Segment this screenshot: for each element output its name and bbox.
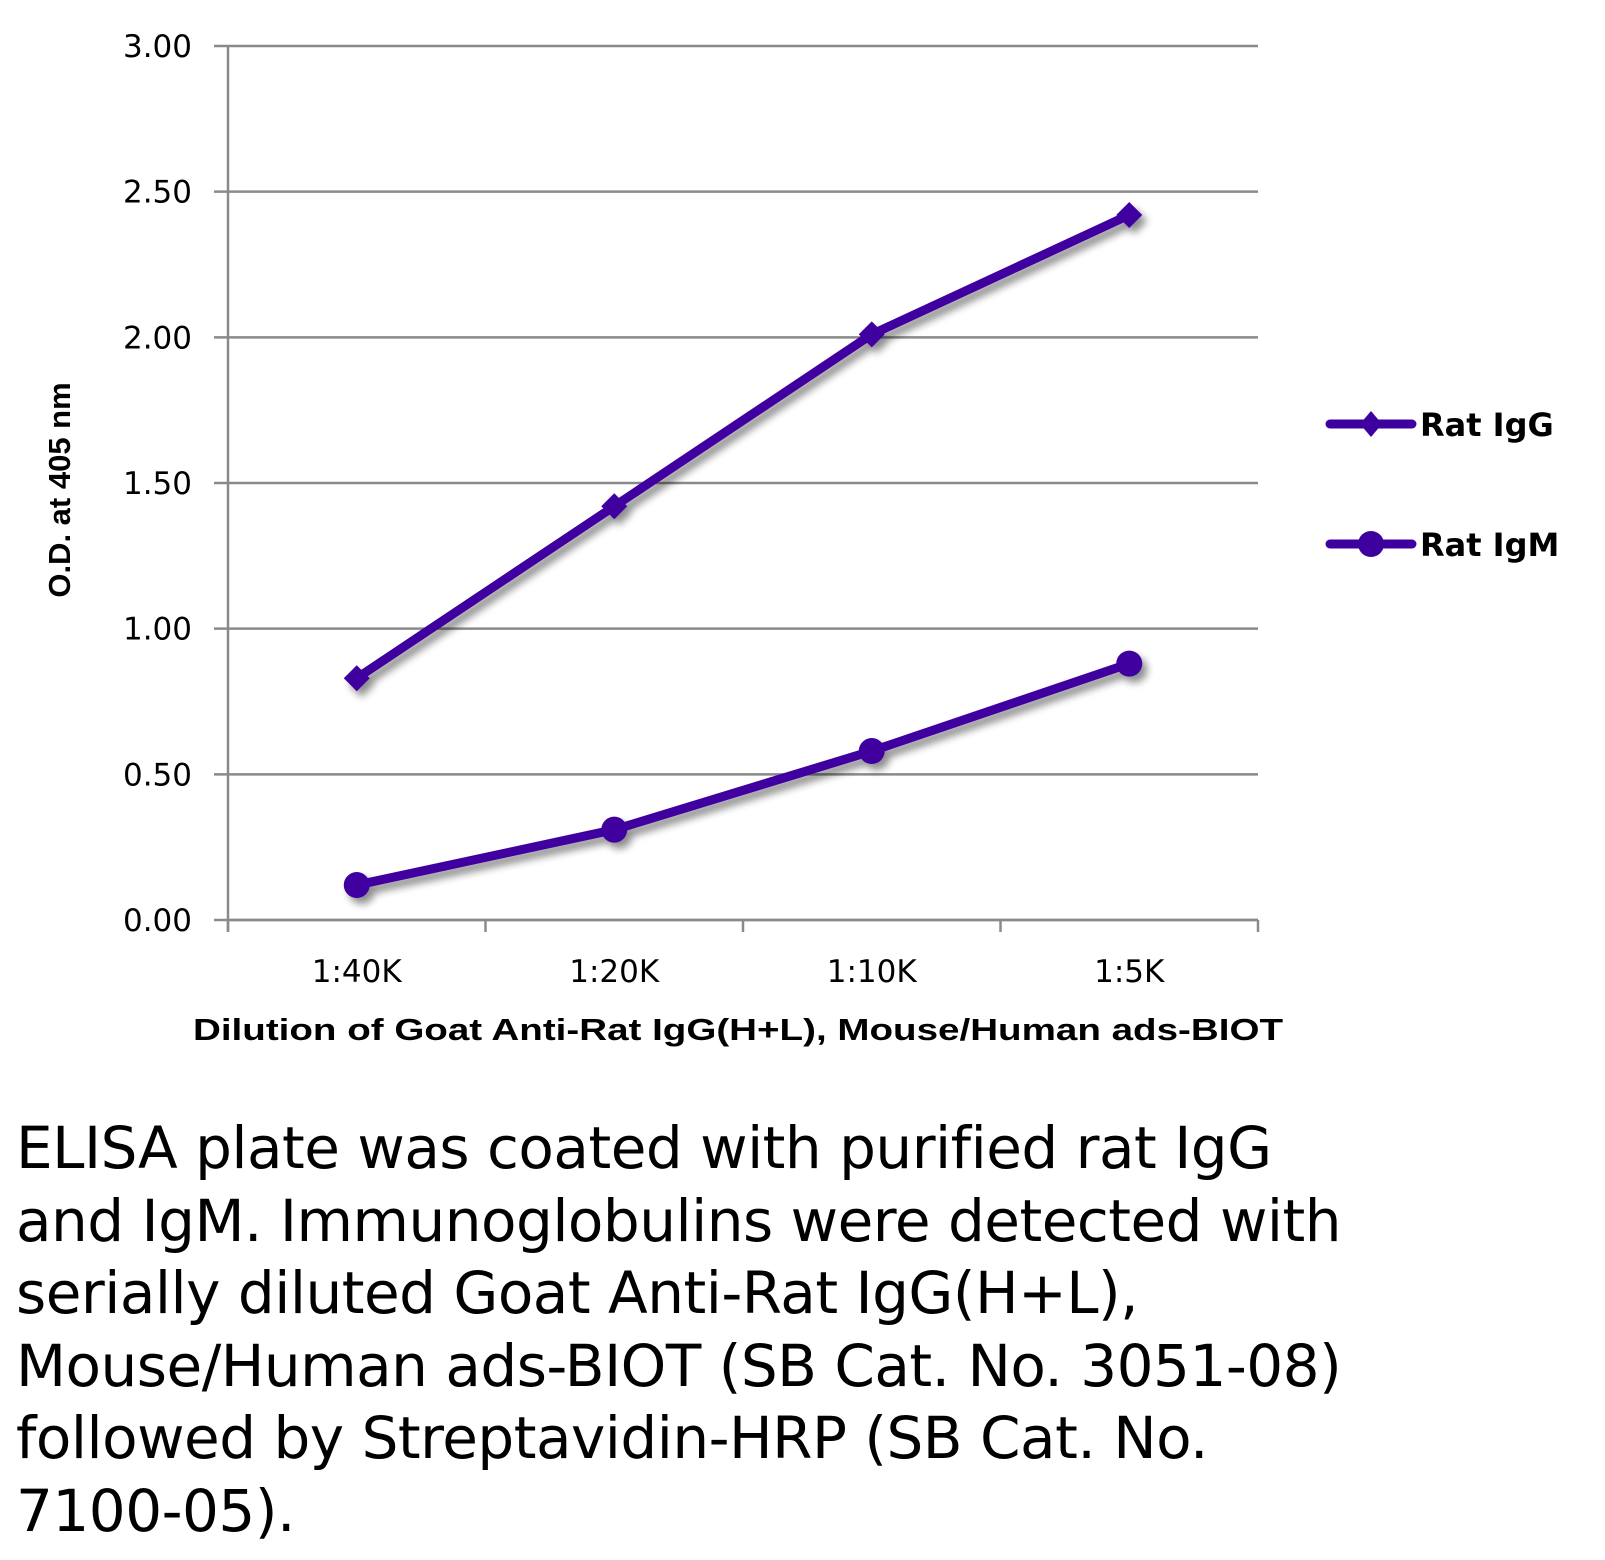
y-tick-labels: 0.00 0.50 1.00 1.50 2.00 2.50 3.00 <box>123 29 192 939</box>
x-axis-title: Dilution of Goat Anti-Rat IgG(H+L), Mous… <box>193 1012 1283 1047</box>
gridlines <box>214 44 1258 932</box>
diamond-marker-icon <box>1360 411 1382 437</box>
legend-item: Rat IgM <box>1325 526 1559 564</box>
circle-marker <box>343 872 370 899</box>
y-tick-label: 1.50 <box>123 466 192 502</box>
x-tick-labels: 1:40K 1:20K 1:10K 1:5K <box>312 954 1165 990</box>
series-rat-igm <box>343 650 1143 899</box>
y-tick-label: 3.00 <box>123 29 192 65</box>
y-tick-label: 1.00 <box>123 612 192 648</box>
caption-line: and IgM. Immunoglobulins were detected w… <box>16 1186 1342 1255</box>
legend-label: Rat IgG <box>1420 406 1554 444</box>
caption-line: 7100-05). <box>16 1476 295 1545</box>
series-rat-igg <box>343 201 1143 692</box>
y-tick-label: 2.50 <box>123 175 192 211</box>
x-tick-label: 1:5K <box>1094 954 1165 990</box>
elisa-line-chart: 0.000.501.001.502.002.503.00 1:40K 1:20K 1… <box>42 29 1559 1047</box>
caption-line: ELISA plate was coated with purified rat… <box>16 1114 1272 1182</box>
circle-marker-icon <box>1358 531 1384 557</box>
caption-line: serially diluted Goat Anti-Rat IgG(H+L), <box>16 1259 1139 1327</box>
caption-line: Mouse/Human ads-BIOT (SB Cat. No. 3051-0… <box>16 1331 1342 1400</box>
series-line <box>352 210 1134 683</box>
x-tick-label: 1:40K <box>312 954 403 990</box>
y-tick-label: 0.50 <box>123 757 192 793</box>
circle-marker <box>1116 650 1143 677</box>
legend-item: Rat IgG <box>1325 406 1554 444</box>
y-axis-title: O.D. at 405 nm <box>42 382 77 597</box>
diamond-marker <box>601 493 628 520</box>
caption-line: followed by Streptavidin-HRP (SB Cat. No… <box>16 1404 1208 1472</box>
circle-marker <box>858 738 885 765</box>
series-line <box>352 659 1134 890</box>
legend-label: Rat IgM <box>1420 526 1559 564</box>
x-axis <box>226 918 1260 932</box>
caption: ELISA plate was coated with purified rat… <box>16 1112 1576 1547</box>
diamond-marker <box>343 665 370 692</box>
x-tick-label: 1:20K <box>569 954 660 990</box>
circle-marker <box>601 816 628 843</box>
series-group <box>343 201 1143 899</box>
legend: Rat IgG Rat IgM <box>1325 406 1559 564</box>
x-tick-label: 1:10K <box>827 954 918 990</box>
diamond-marker <box>1116 201 1143 228</box>
y-tick-label: 0.00 <box>123 903 192 939</box>
y-tick-label: 2.00 <box>123 320 192 356</box>
diamond-marker <box>858 321 885 348</box>
